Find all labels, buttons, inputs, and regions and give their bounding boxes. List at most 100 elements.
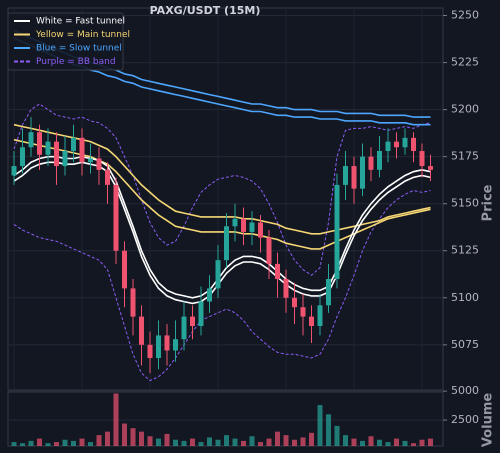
volume-bar: [309, 432, 314, 446]
candle-body: [62, 151, 68, 167]
candle-body: [249, 222, 255, 232]
plot-area: [11, 29, 433, 446]
legend-box: [7, 12, 124, 71]
volume-bar: [96, 435, 102, 446]
volume-bar: [113, 393, 119, 446]
candle-body: [164, 335, 170, 351]
candle-body: [334, 184, 340, 279]
volume-bar: [266, 438, 272, 446]
candle-body: [419, 151, 425, 167]
candle-body: [241, 218, 246, 232]
candle-body: [351, 166, 357, 189]
volume-bar: [45, 443, 51, 446]
y-axis-label: Volume: [481, 393, 496, 448]
legend-label: Purple = BB band: [36, 57, 116, 67]
candle-body: [283, 278, 289, 298]
volume-bar: [164, 433, 170, 446]
candle-body: [71, 137, 76, 152]
volume-bar: [351, 438, 357, 446]
volume-bar: [37, 438, 42, 446]
volume-bar: [173, 439, 178, 446]
candle-body: [181, 316, 187, 340]
volume-bar: [283, 435, 289, 446]
y-axis-label: Price: [481, 184, 496, 221]
candle-body: [232, 218, 238, 227]
volume-bar: [28, 440, 34, 446]
volume-bar: [241, 440, 246, 446]
legend-label: Yellow = Main tunnel: [35, 30, 130, 40]
volume-bar: [360, 440, 365, 446]
volume-bar: [232, 438, 238, 446]
volume-bar: [139, 431, 144, 446]
volume-bar: [54, 442, 59, 446]
line: [13, 161, 431, 305]
volume-bar: [411, 443, 416, 446]
candle-body: [368, 156, 374, 170]
volume-bar: [326, 414, 331, 446]
volume-bar: [62, 439, 68, 446]
axes: 5075 5100 5125 5150 5175 5200 5225 5250 2500 5000: [443, 9, 479, 426]
line: [13, 189, 431, 382]
y-tick-label: 5000: [451, 384, 479, 397]
volume-bar: [71, 440, 76, 446]
candle-body: [147, 344, 153, 359]
candle-body: [139, 316, 144, 345]
candle-body: [300, 307, 306, 317]
candle-body: [54, 141, 59, 167]
volume-bar: [130, 428, 136, 446]
volume-bar: [88, 442, 93, 446]
volume-bar: [317, 405, 323, 446]
volume-bar: [215, 439, 221, 446]
volume-bar: [190, 438, 195, 446]
volume-bar: [428, 438, 433, 446]
volume-bar: [122, 423, 127, 446]
candle-body: [292, 297, 297, 308]
y-tick-label: 5075: [451, 338, 479, 351]
y-tick-label: 5100: [451, 291, 479, 304]
candle-body: [79, 137, 85, 163]
candle-body: [113, 184, 119, 251]
candle-body: [309, 316, 314, 327]
candle-body: [266, 237, 272, 264]
volume-bar: [224, 435, 229, 446]
candle-body: [198, 301, 204, 327]
legend-label: White = Fast tunnel: [36, 17, 125, 27]
volume-bar: [402, 440, 408, 446]
volume-bar: [394, 438, 399, 446]
candle-body: [385, 141, 391, 152]
candle-body: [11, 166, 17, 176]
candle-body: [105, 169, 110, 185]
candle-body: [258, 222, 263, 238]
volume-bar: [377, 439, 382, 446]
candle-body: [130, 288, 136, 317]
volume-bar: [343, 435, 348, 446]
candle-body: [360, 156, 365, 189]
volume-bar: [368, 436, 374, 446]
candle-body: [215, 260, 221, 289]
legend-label: Blue = Slow tunnel: [36, 44, 122, 54]
volume-bar: [300, 437, 306, 446]
candle-body: [122, 250, 127, 289]
y-tick-label: 5250: [451, 9, 479, 22]
volume-bar: [156, 438, 161, 446]
candle-body: [275, 263, 280, 279]
candle-body: [20, 147, 25, 167]
volume-bar: [292, 439, 297, 446]
legend: White = Fast tunnel Yellow = Main tunnel B…: [7, 12, 130, 71]
candle-body: [394, 141, 399, 148]
candle-body: [37, 132, 42, 155]
candle-body: [207, 288, 212, 302]
price-panel: [7, 7, 444, 391]
y-tick-label: 5125: [451, 244, 479, 257]
chart-title: PAXG/USDT (15M): [150, 4, 261, 17]
volume-bar: [105, 431, 110, 446]
y-tick-label: 5225: [451, 56, 479, 69]
volume-bar: [11, 442, 17, 446]
candle-body: [343, 166, 348, 185]
candle-body: [317, 305, 323, 327]
volume-bar: [275, 431, 280, 446]
volume-bar: [147, 436, 153, 446]
volume-bar: [419, 439, 425, 446]
volume-bar: [198, 442, 204, 446]
